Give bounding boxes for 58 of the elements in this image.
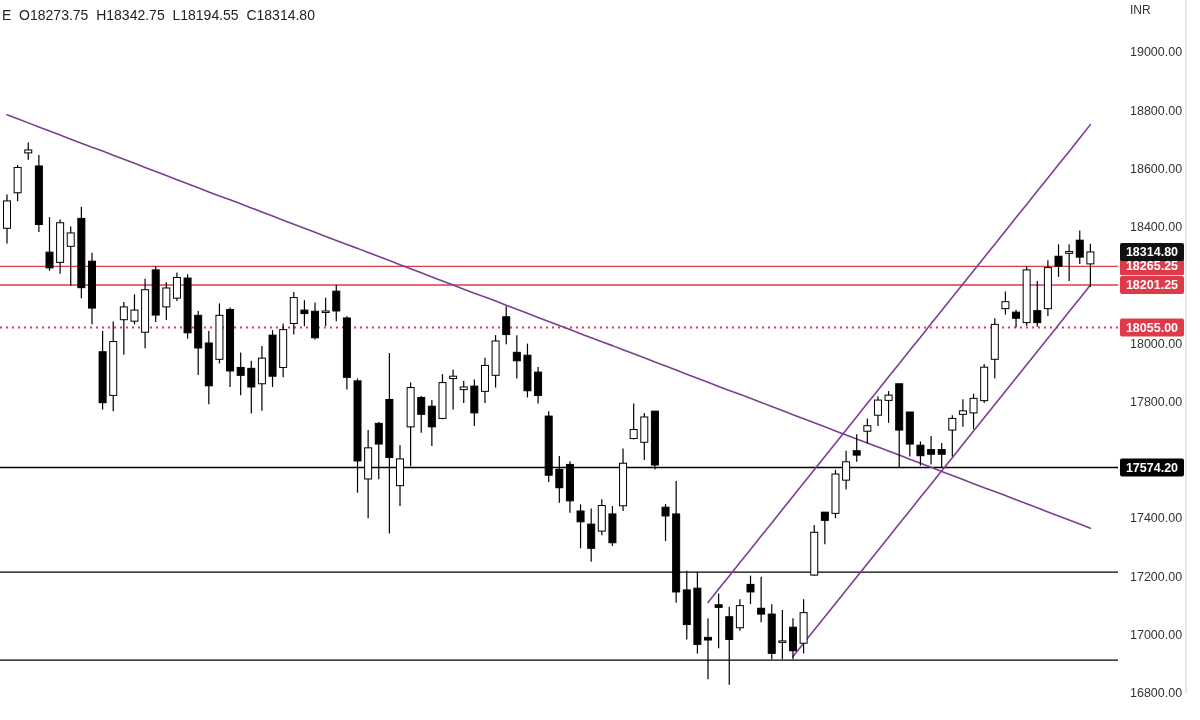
y-tick-label: 18800.00	[1130, 103, 1183, 118]
candlestick	[1065, 243, 1074, 282]
ref-line-label: 17574.20	[1125, 460, 1179, 475]
y-axis-title: INR	[1130, 3, 1151, 17]
candlestick	[927, 435, 936, 466]
candlestick	[735, 598, 744, 632]
candlestick	[969, 393, 978, 430]
candlestick	[958, 398, 967, 428]
candlestick	[449, 368, 458, 410]
candlestick	[884, 390, 893, 424]
candlestick	[629, 402, 638, 440]
candlestick	[300, 299, 309, 327]
candlestick	[1075, 230, 1084, 265]
candlestick	[1012, 309, 1021, 329]
candlestick	[512, 334, 521, 380]
candlestick	[1086, 243, 1095, 288]
candlestick	[162, 281, 171, 321]
candlestick	[45, 216, 54, 272]
candlestick	[119, 301, 128, 356]
candlestick	[757, 576, 766, 623]
candlestick	[534, 366, 543, 405]
candlestick	[863, 417, 872, 445]
y-tick-label: 19000.00	[1130, 45, 1183, 60]
text: E O18273.75 H18342.75 L18194.55 C18314.80	[2, 7, 316, 23]
y-tick-label: 17800.00	[1130, 394, 1183, 409]
candlestick	[502, 305, 511, 345]
candlestick	[1001, 290, 1010, 316]
y-tick-label: 18400.00	[1130, 220, 1183, 235]
candlestick	[427, 399, 436, 447]
candlestick	[820, 511, 829, 545]
candlestick	[1033, 280, 1042, 328]
y-tick-label: 18000.00	[1130, 336, 1183, 351]
candlestick	[873, 395, 882, 427]
candlestick	[236, 352, 245, 396]
text: 18314.80	[1125, 244, 1179, 259]
candlestick	[332, 284, 341, 322]
candlestick	[576, 503, 585, 549]
ref-line-label: 18055.00	[1125, 320, 1179, 335]
y-tick-label: 18600.00	[1130, 161, 1183, 176]
candlestick	[714, 592, 723, 649]
y-tick-label: 17400.00	[1130, 511, 1183, 526]
candlestick	[852, 433, 861, 463]
y-tick-label: 16800.00	[1130, 686, 1183, 700]
candlestick	[417, 395, 426, 434]
candlestick	[130, 293, 139, 325]
candlestick	[172, 271, 181, 302]
y-tick-label: 17000.00	[1130, 627, 1183, 642]
candlestick	[66, 225, 75, 287]
candlestick	[746, 575, 755, 605]
candlestick	[459, 380, 468, 404]
candlestick	[247, 360, 256, 415]
candlestick	[321, 297, 330, 327]
candlestick	[661, 503, 670, 542]
candlestick	[1054, 243, 1063, 278]
candlestick	[948, 414, 957, 458]
y-tick-label: 17200.00	[1130, 569, 1183, 584]
ref-line-label: 18201.25	[1125, 277, 1179, 292]
ref-line-label: 18265.25	[1125, 259, 1179, 274]
